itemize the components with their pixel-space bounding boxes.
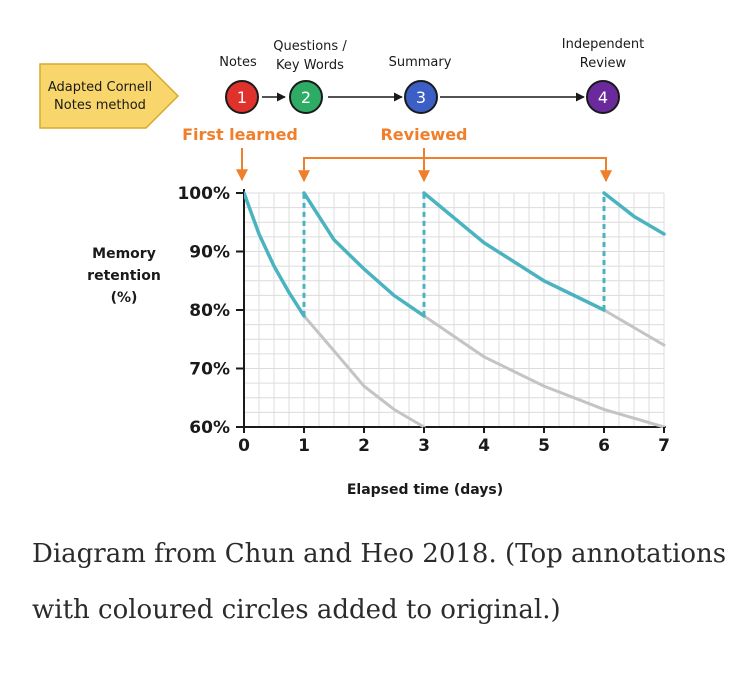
y-axis-label-line3: (%) [111,290,138,306]
y-tick-label: 100% [177,184,230,204]
chart-ticks: 0 1 2 3 4 5 6 7 60% 70% 80% 90% 100% [177,184,669,456]
chart-grid [243,192,665,428]
step-1-label: Notes [219,55,257,70]
step-4-label-line2: Review [580,56,627,71]
y-tick-label: 60% [189,418,230,438]
x-axis-label: Elapsed time (days) [347,482,503,498]
reviewed-bracket [303,157,607,178]
chart-axes [243,189,666,428]
first-learned-label: First learned [182,125,298,144]
y-tick-label: 70% [189,360,230,380]
method-label-line1: Adapted Cornell [48,80,152,95]
x-tick-label: 5 [538,436,550,456]
step-2-number: 2 [301,88,311,107]
step-1-circle [225,80,259,114]
step-3-number: 3 [416,88,426,107]
method-label-line2: Notes method [54,98,146,113]
x-tick-label: 0 [238,436,250,456]
reviewed-label: Reviewed [380,125,467,144]
y-tick-label: 90% [189,243,230,263]
method-label-box [39,63,180,129]
forgetting-curve [302,314,426,429]
x-tick-label: 6 [598,436,610,456]
retention-curve [302,191,426,318]
retention-curve [602,191,666,236]
step-4-number: 4 [598,88,608,107]
x-tick-label: 1 [298,436,310,456]
y-axis-label-line1: Memory [92,246,156,262]
step-2-label-line2: Key Words [276,58,344,73]
retention-curve [422,191,606,312]
chart-series [244,191,666,429]
retention-figure: Adapted Cornell Notes method Notes Quest… [39,37,670,498]
step-2-circle [289,80,323,114]
step-3-circle [404,80,438,114]
x-tick-label: 3 [418,436,430,456]
y-axis-label-line2: retention [87,268,161,284]
figure-caption: Diagram from Chun and Heo 2018. (Top ann… [32,539,727,625]
step-4-circle [586,80,620,114]
x-tick-label: 7 [658,436,670,456]
x-tick-label: 4 [478,436,490,456]
forgetting-curve [602,308,666,347]
forgetting-curve [422,314,666,429]
y-tick-label: 80% [189,301,230,321]
step-2-label-line1: Questions / [273,39,347,54]
step-1-number: 1 [237,88,247,107]
step-3-label: Summary [389,55,452,70]
step-4-label-line1: Independent [562,37,644,52]
retention-curve [244,191,306,318]
x-tick-label: 2 [358,436,370,456]
